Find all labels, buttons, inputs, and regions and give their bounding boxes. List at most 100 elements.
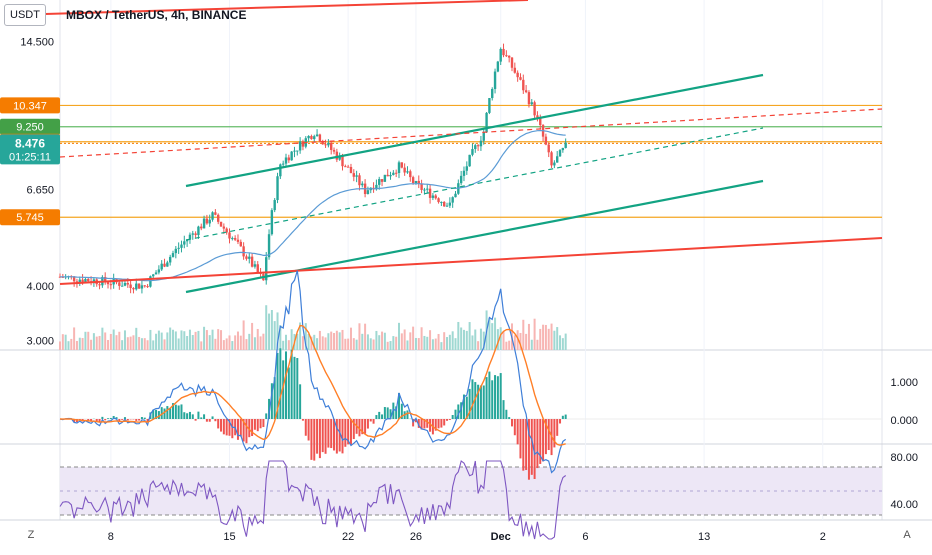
candle-body	[310, 136, 312, 139]
candle-body	[420, 184, 422, 190]
macd-histogram-bar	[511, 419, 513, 426]
volume-bar	[531, 340, 533, 350]
price-tick-label: 4.000	[26, 281, 54, 293]
resistance-dashed-line[interactable]	[60, 109, 882, 157]
candle-body	[169, 257, 171, 263]
candle-body	[274, 200, 276, 210]
volume-bar	[457, 322, 459, 350]
candle-body	[491, 89, 493, 98]
candle-body	[480, 141, 482, 147]
price-level-label: 5.745	[16, 212, 44, 224]
channel-upper-line[interactable]	[186, 75, 763, 186]
volume-bar	[381, 332, 383, 350]
volume-bar	[350, 328, 352, 350]
macd-histogram-bar	[381, 414, 383, 419]
time-tick-label: 13	[698, 531, 710, 543]
candle-body	[426, 189, 428, 190]
volume-bar	[116, 335, 118, 350]
auto-scale-button[interactable]: A	[896, 526, 918, 544]
macd-histogram-bar	[322, 419, 324, 452]
volume-bar	[107, 340, 109, 350]
symbol-title: MBOX / TetherUS, 4h, BINANCE	[66, 8, 246, 22]
volume-bar	[271, 310, 273, 350]
macd-histogram-bar	[426, 419, 428, 428]
candle-body	[333, 150, 335, 152]
volume-bar	[195, 332, 197, 350]
macd-histogram-bar	[438, 419, 440, 428]
volume-bar	[84, 332, 86, 350]
macd-histogram-bar	[254, 419, 256, 430]
volume-bar	[147, 340, 149, 350]
volume-bar	[418, 338, 420, 350]
candle-body	[203, 219, 205, 229]
candle-body	[483, 132, 485, 141]
candle-body	[432, 196, 434, 198]
candle-body	[403, 168, 405, 173]
candle-body	[528, 92, 530, 104]
volume-bar	[367, 334, 369, 350]
volume-bar	[203, 327, 205, 350]
macd-histogram-bar	[240, 419, 242, 437]
candle-body	[556, 156, 558, 162]
macd-histogram-bar	[553, 419, 555, 447]
time-tick-label: 6	[582, 531, 588, 543]
macd-histogram-bar	[209, 419, 211, 422]
candle-body	[231, 238, 233, 239]
candle-body	[559, 150, 561, 156]
volume-bar	[265, 305, 267, 350]
volume-bar	[99, 336, 101, 350]
price-level-label: 9.250	[16, 122, 44, 134]
candle-body	[124, 283, 126, 286]
macd-histogram-bar	[342, 419, 344, 453]
channel-lower-line[interactable]	[186, 181, 763, 292]
volume-bar	[344, 339, 346, 350]
volume-bar	[327, 333, 329, 350]
volume-bar	[378, 335, 380, 350]
zoom-button[interactable]: Z	[20, 526, 42, 544]
candle-body	[313, 136, 315, 139]
candle-body	[324, 144, 326, 145]
volume-bar	[333, 333, 335, 350]
macd-histogram-bar	[330, 419, 332, 448]
macd-histogram-bar	[291, 350, 293, 419]
support-trendline[interactable]	[60, 238, 882, 284]
candle-body	[307, 136, 309, 138]
currency-scale-button[interactable]: USDT	[4, 4, 46, 26]
volume-bar	[494, 318, 496, 350]
volume-bar	[248, 334, 250, 350]
macd-histogram-bar	[237, 419, 239, 440]
volume-bar	[503, 331, 505, 350]
macd-histogram-bar	[522, 419, 524, 471]
volume-bar	[474, 330, 476, 350]
volume-bar	[480, 329, 482, 350]
macd-histogram-bar	[517, 419, 519, 444]
volume-bar	[59, 341, 61, 350]
candle-body	[516, 73, 518, 77]
macd-histogram-bar	[519, 419, 521, 458]
candle-body	[121, 286, 123, 287]
volume-bar	[528, 324, 530, 350]
time-tick-label: 2	[820, 531, 826, 543]
time-tick-label: 22	[342, 531, 354, 543]
volume-bar	[90, 340, 92, 350]
candle-body	[550, 152, 552, 165]
macd-histogram-bar	[480, 386, 482, 419]
macd-histogram-bar	[406, 410, 408, 419]
volume-bar	[505, 342, 507, 350]
macd-histogram-bar	[104, 419, 106, 420]
candle-body	[209, 220, 211, 224]
macd-histogram-bar	[265, 413, 267, 419]
candle-body	[477, 145, 479, 146]
macd-histogram-bar	[556, 419, 558, 436]
candle-body	[463, 171, 465, 176]
macd-histogram-bar	[169, 408, 171, 419]
macd-histogram-bar	[471, 379, 473, 419]
volume-bar	[243, 320, 245, 350]
candle-body	[519, 77, 521, 80]
macd-histogram-bar	[378, 412, 380, 419]
volume-bar	[127, 337, 129, 350]
candle-body	[223, 227, 225, 229]
candle-body	[177, 248, 179, 249]
